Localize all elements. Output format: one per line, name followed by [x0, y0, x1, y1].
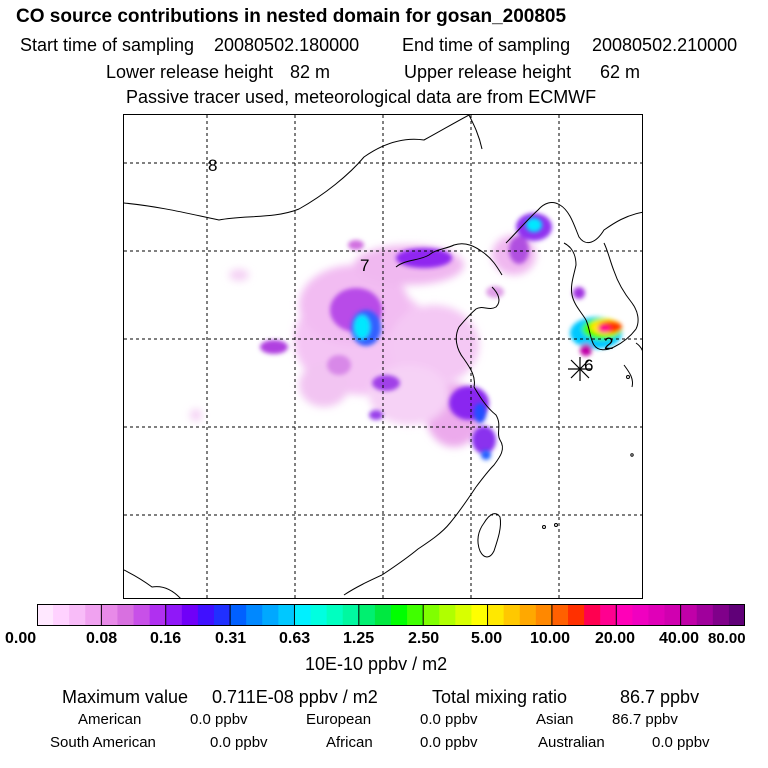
colorbar-swatch — [696, 604, 714, 626]
colorbar-swatch — [680, 604, 698, 626]
region-value-african: 0.0 ppbv — [420, 734, 478, 751]
day-label-8: 8 — [208, 156, 217, 175]
max-value-label: Maximum value — [62, 687, 189, 707]
colorbar-swatch — [616, 604, 633, 626]
colorbar-swatch — [374, 604, 392, 626]
colorbar-tick-5: 1.25 — [343, 630, 375, 647]
colorbar-swatch — [214, 604, 231, 626]
region-name-australian: Australian — [538, 734, 605, 751]
source-contribution-map: 8 7 6 2 — [123, 114, 643, 599]
colorbar-swatch — [648, 604, 666, 626]
colorbar-swatch — [181, 604, 199, 626]
region-name-african: African — [326, 734, 373, 751]
colorbar-tick-3: 0.31 — [215, 630, 247, 647]
end-time-value: 20080502.210000 — [592, 35, 738, 55]
colorbar-tick-9: 20.00 — [595, 630, 636, 647]
colorbar-swatch — [85, 604, 102, 626]
colorbar-swatch — [165, 604, 183, 626]
colorbar-swatch — [487, 604, 505, 626]
colorbar — [36, 604, 746, 626]
region-value-australian: 0.0 ppbv — [652, 734, 710, 751]
region-name-asian: Asian — [536, 711, 574, 728]
tracer-note: Passive tracer used, meteorological data… — [126, 87, 597, 107]
release-site-asterisk-icon — [568, 357, 592, 381]
colorbar-swatch — [326, 604, 344, 626]
colorbar-tick-8: 10.00 — [530, 630, 571, 647]
colorbar-swatch — [294, 604, 312, 626]
colorbar-tick-7: 5.00 — [471, 630, 503, 647]
colorbar-swatch — [230, 604, 247, 626]
colorbar-swatch — [600, 604, 617, 626]
region-value-asian: 86.7 ppbv — [612, 711, 678, 728]
total-mixing-label: Total mixing ratio — [432, 687, 568, 707]
colorbar-tick-1: 0.08 — [86, 630, 118, 647]
colorbar-swatch — [391, 604, 408, 626]
colorbar-swatch — [535, 604, 553, 626]
colorbar-swatch — [423, 604, 440, 626]
region-name-south-american: South American — [50, 734, 156, 751]
colorbar-swatch — [149, 604, 167, 626]
colorbar-swatch — [551, 604, 569, 626]
colorbar-swatch — [519, 604, 537, 626]
day-label-2: 2 — [604, 334, 613, 353]
day-label-6: 6 — [584, 356, 593, 375]
upper-height-value: 62 m — [600, 62, 641, 82]
colorbar-tick-11: 80.00 — [708, 630, 746, 647]
colorbar-swatch — [503, 604, 521, 626]
colorbar-swatch — [101, 604, 118, 626]
colorbar-swatch — [358, 604, 376, 626]
gridlines — [124, 115, 642, 598]
colorbar-swatch — [53, 604, 70, 626]
total-mixing-value: 86.7 ppbv — [620, 687, 700, 707]
colorbar-swatch — [69, 604, 86, 626]
chart-title: CO source contributions in nested domain… — [16, 6, 567, 27]
colorbar-swatch — [439, 604, 456, 626]
colorbar-swatch — [455, 604, 472, 626]
colorbar-swatch — [133, 604, 151, 626]
colorbar-swatch — [632, 604, 649, 626]
upper-height-label: Upper release height — [404, 62, 572, 82]
region-name-european: European — [306, 711, 372, 728]
colorbar-swatch — [568, 604, 585, 626]
colorbar-swatch — [37, 604, 54, 626]
colorbar-swatch — [407, 604, 424, 626]
colorbar-swatch — [712, 604, 730, 626]
colorbar-swatch — [246, 604, 263, 626]
colorbar-units: 10E-10 ppbv / m2 — [305, 654, 448, 674]
region-name-american: American — [78, 711, 142, 728]
colorbar-swatch — [310, 604, 328, 626]
start-time-label: Start time of sampling — [20, 35, 195, 55]
colorbar-swatch — [342, 604, 360, 626]
end-time-label: End time of sampling — [402, 35, 571, 55]
max-value: 0.711E-08 ppbv / m2 — [212, 687, 378, 707]
colorbar-tick-4: 0.63 — [279, 630, 311, 647]
colorbar-swatch — [584, 604, 601, 626]
colorbar-tick-0: 0.00 — [5, 630, 37, 647]
lower-height-value: 82 m — [290, 62, 331, 82]
colorbar-swatch — [117, 604, 135, 626]
colorbar-swatch — [728, 604, 746, 626]
colorbar-swatch — [197, 604, 215, 626]
colorbar-swatch — [471, 604, 489, 626]
day-label-7: 7 — [360, 256, 369, 275]
colorbar-tick-10: 40.00 — [659, 630, 700, 647]
colorbar-swatch — [262, 604, 279, 626]
region-value-american: 0.0 ppbv — [190, 711, 248, 728]
colorbar-border — [37, 604, 745, 626]
colorbar-swatch — [278, 604, 295, 626]
lower-height-label: Lower release height — [106, 62, 274, 82]
colorbar-swatch — [664, 604, 682, 626]
region-value-european: 0.0 ppbv — [420, 711, 478, 728]
start-time-value: 20080502.180000 — [214, 35, 360, 55]
colorbar-tick-6: 2.50 — [408, 630, 440, 647]
region-value-south-american: 0.0 ppbv — [210, 734, 268, 751]
colorbar-tick-2: 0.16 — [150, 630, 182, 647]
